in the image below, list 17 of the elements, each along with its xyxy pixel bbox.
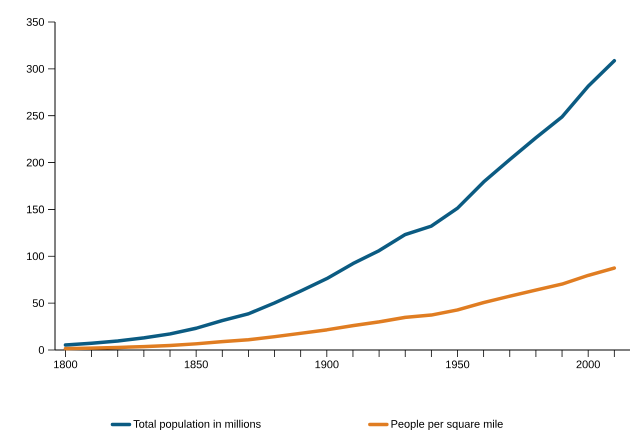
y-tick-label: 300 (26, 64, 44, 73)
x-tick-label: 1900 (315, 360, 339, 368)
legend-label: Total population in millions (133, 420, 261, 430)
x-tick-label: 1800 (54, 360, 78, 368)
line-series (64, 266, 616, 350)
y-tick-label: 150 (27, 205, 44, 214)
x-tick-label: 1850 (184, 360, 208, 368)
y-tick-label: 50 (32, 299, 44, 307)
x-tick-label: 1950 (446, 360, 470, 368)
y-tick-label: 200 (26, 158, 44, 166)
line-series (64, 58, 616, 347)
y-tick-label: 250 (26, 112, 44, 120)
legend-label: People per square mile (392, 420, 503, 430)
x-tick-label: 2000 (576, 360, 600, 368)
y-tick-label: 350 (26, 18, 44, 26)
y-tick-label: 100 (27, 252, 44, 260)
y-tick-label: 0 (38, 346, 44, 354)
